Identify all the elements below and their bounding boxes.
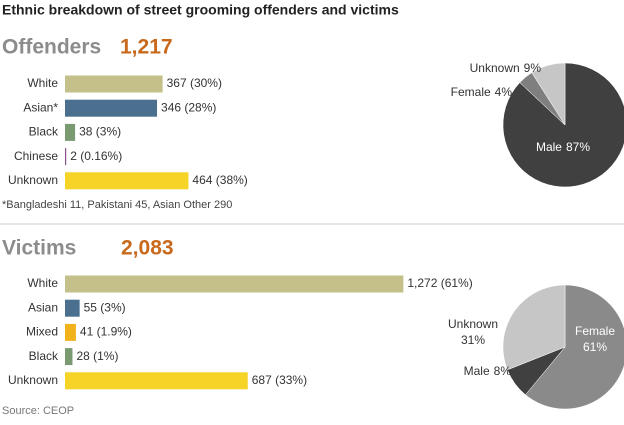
slice-label: Unknown 9% (470, 61, 542, 75)
value-label: 346 (28%) (161, 100, 216, 114)
source: Source: CEOP (2, 405, 74, 417)
pie-slice (502, 284, 566, 371)
bar (65, 299, 80, 317)
slice-label: Male 87% (536, 140, 590, 154)
value-label: 55 (3%) (84, 300, 126, 314)
bar (65, 75, 163, 93)
value-label: 38 (3%) (79, 125, 121, 139)
value-label: 28 (1%) (76, 349, 118, 363)
slice-category: Unknown (448, 317, 498, 331)
category-label: White (27, 76, 58, 90)
slice-category: Female (451, 85, 491, 99)
slice-category: Female (575, 324, 615, 338)
slice-value: 4% (495, 85, 513, 99)
category-label: Black (29, 349, 59, 363)
category-label: Asian* (23, 100, 58, 114)
category-label: White (27, 276, 58, 290)
title: Ethnic breakdown of street grooming offe… (2, 2, 399, 18)
slice-label: Male 8% (464, 364, 512, 378)
value-label: 464 (38%) (192, 173, 247, 187)
bar (65, 99, 158, 117)
value-label: 687 (33%) (252, 373, 307, 387)
value-label: 1,272 (61%) (407, 276, 472, 290)
slice-label: Female 4% (451, 85, 513, 99)
pie-slice (525, 284, 624, 410)
slice-value: 61% (583, 340, 607, 354)
category-label: Asian (28, 300, 58, 314)
section-total: 2,083 (121, 237, 174, 260)
value-label: 2 (0.16%) (70, 149, 122, 163)
category-label: Unknown (8, 173, 58, 187)
section-total: 1,217 (120, 36, 173, 59)
slice-value: 8% (494, 364, 512, 378)
bar (65, 148, 67, 166)
slice-category: Unknown (470, 61, 520, 75)
slice-value: 9% (524, 61, 542, 75)
bar (65, 172, 189, 190)
slice-category: Male (536, 140, 562, 154)
footnote: *Bangladeshi 11, Pakistani 45, Asian Oth… (2, 199, 232, 211)
bar (65, 275, 404, 293)
bar (65, 372, 248, 390)
value-label: 367 (30%) (167, 76, 222, 90)
slice-value: 31% (461, 333, 485, 347)
slice-category: Male (464, 364, 490, 378)
bar (65, 323, 76, 341)
bar (65, 123, 76, 141)
section-title: Offenders (2, 36, 101, 59)
category-label: Chinese (14, 149, 58, 163)
category-label: Unknown (8, 373, 58, 387)
section-title: Victims (2, 237, 76, 260)
value-label: 41 (1.9%) (80, 325, 132, 339)
category-label: Black (29, 125, 59, 139)
category-label: Mixed (26, 325, 58, 339)
slice-label: Female 61% (575, 324, 615, 354)
bar (65, 348, 73, 366)
slice-label: Unknown 31% (448, 317, 498, 347)
slice-value: 87% (566, 140, 590, 154)
pie-slice (531, 62, 566, 126)
pie-slice (502, 62, 624, 188)
